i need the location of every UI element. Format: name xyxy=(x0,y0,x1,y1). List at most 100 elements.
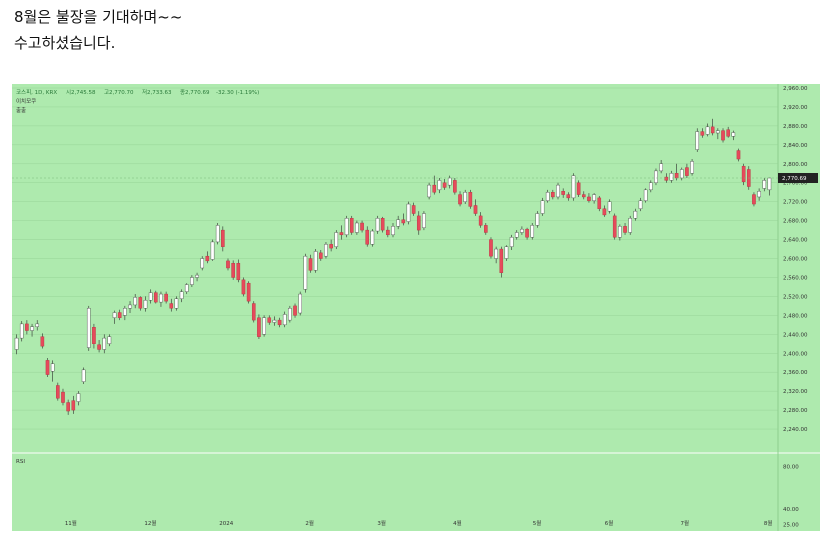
candle[interactable] xyxy=(530,223,535,240)
candle[interactable] xyxy=(757,188,761,201)
candle[interactable] xyxy=(736,148,741,162)
candle[interactable] xyxy=(143,296,148,312)
candle[interactable] xyxy=(159,291,163,307)
candle[interactable] xyxy=(133,294,137,309)
candle[interactable] xyxy=(509,234,514,250)
candle[interactable] xyxy=(726,126,730,138)
candle[interactable] xyxy=(128,301,132,313)
candle[interactable] xyxy=(525,227,529,240)
candle[interactable] xyxy=(164,291,168,304)
candle[interactable] xyxy=(272,316,277,326)
candle[interactable] xyxy=(40,333,45,349)
candle[interactable] xyxy=(643,188,648,203)
candle[interactable] xyxy=(231,260,235,280)
candle[interactable] xyxy=(571,173,576,201)
candle[interactable] xyxy=(463,189,467,205)
candle[interactable] xyxy=(386,226,390,238)
candle[interactable] xyxy=(623,223,627,235)
candle[interactable] xyxy=(30,323,34,337)
candle[interactable] xyxy=(61,388,65,406)
candle[interactable] xyxy=(355,220,359,235)
candle[interactable] xyxy=(705,123,710,137)
candle[interactable] xyxy=(478,212,483,228)
candle[interactable] xyxy=(102,334,107,354)
candle[interactable] xyxy=(334,230,339,250)
candle[interactable] xyxy=(540,197,545,216)
candle[interactable] xyxy=(380,216,385,233)
candle[interactable] xyxy=(587,193,591,203)
candle[interactable] xyxy=(453,178,457,195)
candle[interactable] xyxy=(241,277,246,297)
candle[interactable] xyxy=(267,315,272,325)
candle[interactable] xyxy=(581,191,586,200)
candle[interactable] xyxy=(246,281,251,304)
candle[interactable] xyxy=(370,229,375,247)
candle[interactable] xyxy=(416,211,421,235)
candle[interactable] xyxy=(458,191,462,207)
candle[interactable] xyxy=(319,250,323,261)
candle[interactable] xyxy=(35,320,40,331)
candle[interactable] xyxy=(437,178,442,194)
candle[interactable] xyxy=(597,196,602,212)
candle[interactable] xyxy=(329,239,333,252)
candle[interactable] xyxy=(695,128,700,152)
candle[interactable] xyxy=(442,178,447,190)
candle[interactable] xyxy=(313,249,318,273)
candle[interactable] xyxy=(205,251,210,264)
candle[interactable] xyxy=(138,296,143,311)
candle[interactable] xyxy=(427,182,431,200)
candle[interactable] xyxy=(649,180,653,193)
candle[interactable] xyxy=(92,323,96,349)
candle[interactable] xyxy=(659,160,663,174)
candle[interactable] xyxy=(360,220,364,233)
candle[interactable] xyxy=(190,275,194,287)
candle[interactable] xyxy=(375,215,380,234)
candle[interactable] xyxy=(25,320,29,335)
candle[interactable] xyxy=(251,301,256,323)
candle[interactable] xyxy=(607,199,612,214)
candle[interactable] xyxy=(81,367,86,385)
candle[interactable] xyxy=(762,178,767,192)
candle[interactable] xyxy=(174,296,179,311)
candle[interactable] xyxy=(520,226,524,235)
candle[interactable] xyxy=(112,310,117,324)
candle[interactable] xyxy=(349,215,354,235)
candle[interactable] xyxy=(262,315,266,337)
candle[interactable] xyxy=(432,175,437,195)
candle[interactable] xyxy=(422,211,426,231)
candle[interactable] xyxy=(551,189,555,200)
candle[interactable] xyxy=(86,305,91,351)
candle[interactable] xyxy=(184,283,189,295)
candle[interactable] xyxy=(561,188,565,198)
candle[interactable] xyxy=(123,305,127,321)
candle[interactable] xyxy=(293,303,297,318)
candle[interactable] xyxy=(535,211,540,228)
candle[interactable] xyxy=(612,213,617,240)
candle[interactable] xyxy=(690,159,694,176)
candle[interactable] xyxy=(484,223,488,235)
candle[interactable] xyxy=(169,298,174,312)
candle[interactable] xyxy=(731,130,736,141)
candle[interactable] xyxy=(566,192,571,201)
candle[interactable] xyxy=(277,317,282,328)
candle[interactable] xyxy=(117,309,122,321)
candle[interactable] xyxy=(669,170,674,183)
candlestick-chart[interactable]: 2,960.00 2,920.00 2,880.00 2,840.00 2,800.00… xyxy=(12,84,820,531)
candle[interactable] xyxy=(97,340,101,353)
candle[interactable] xyxy=(576,180,581,197)
candle[interactable] xyxy=(752,192,756,207)
candle[interactable] xyxy=(365,226,370,247)
candle[interactable] xyxy=(545,189,550,203)
candle[interactable] xyxy=(618,224,622,241)
candle[interactable] xyxy=(716,128,720,140)
candle[interactable] xyxy=(179,289,184,303)
candle[interactable] xyxy=(200,256,205,271)
candle[interactable] xyxy=(71,395,76,414)
candle[interactable] xyxy=(324,241,328,259)
candle[interactable] xyxy=(215,223,220,245)
candle[interactable] xyxy=(468,189,473,209)
candle[interactable] xyxy=(308,254,313,273)
candle[interactable] xyxy=(344,215,349,238)
candle[interactable] xyxy=(236,259,241,283)
candle[interactable] xyxy=(473,199,478,216)
